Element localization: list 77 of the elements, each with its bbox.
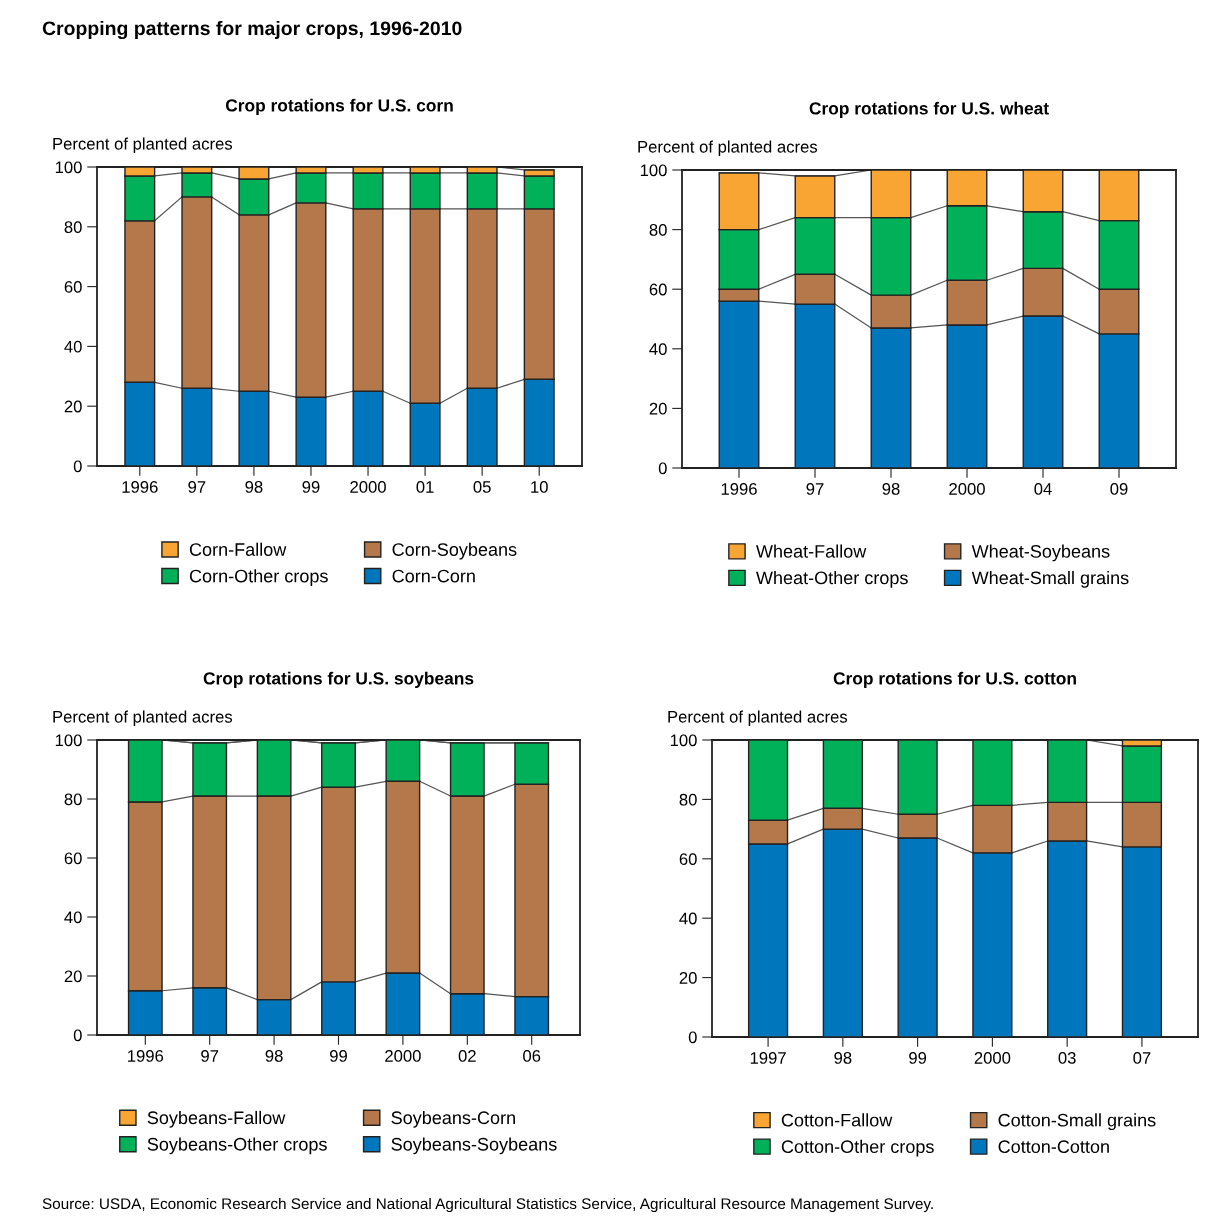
legend-label: Soybeans-Fallow [147,1110,286,1128]
y-tick-label: 40 [64,911,82,924]
y-tick-label: 60 [649,283,667,296]
y-tick-label: 60 [64,281,82,293]
x-tick-label: 06 [523,1050,541,1062]
y-tick-label: 40 [679,912,697,925]
y-tick-label: 0 [73,1029,82,1042]
y-tick-label: 20 [679,972,697,984]
x-tick-label: 97 [806,483,824,495]
x-tick-label: 2000 [350,481,386,493]
legend-label: Soybeans-Soybeans [391,1137,557,1155]
legend-label: Wheat-Soybeans [971,544,1110,562]
x-tick-label: 04 [1034,483,1052,495]
x-tick-label: 01 [416,481,434,493]
chart-title: Crop rotations for U.S. corn [225,98,453,115]
x-tick-label: 03 [1058,1052,1076,1064]
legend-label: Cotton-Fallow [781,1113,893,1127]
y-axis-title: Percent of planted acres [668,710,848,726]
y-tick-label: 40 [64,340,82,353]
chart-title: Crop rotations for U.S. cotton [833,671,1076,688]
y-tick-label: 40 [649,343,667,355]
x-tick-label: 98 [834,1052,852,1064]
text: Cropping patterns for major crops, 1996-2010 [42,20,462,40]
legend-label: Cotton-Small grains [998,1113,1156,1131]
y-tick-label: 0 [73,460,82,473]
x-tick-label: 1996 [122,481,158,493]
y-tick-label: 60 [64,852,82,865]
x-tick-label: 1997 [750,1052,786,1064]
y-tick-label: 0 [688,1031,697,1044]
y-axis-title: Percent of planted acres [53,710,233,726]
y-tick-label: 80 [64,221,82,233]
y-tick-label: 20 [64,970,82,983]
y-tick-label: 20 [64,400,82,413]
legend-label: Corn-Other crops [189,569,328,587]
y-tick-label: 80 [679,793,697,806]
x-tick-label: 99 [909,1052,927,1064]
chart-title: Crop rotations for U.S. wheat [809,101,1049,118]
legend-label: Corn-Corn [392,569,475,583]
y-tick-label: 100 [670,734,697,747]
x-tick-label: 98 [265,1050,283,1062]
y-tick-label: 60 [679,853,697,865]
x-tick-label: 98 [882,483,900,495]
x-tick-label: 07 [1133,1052,1151,1064]
x-tick-label: 05 [473,481,491,493]
x-tick-label: 1996 [128,1050,164,1062]
y-tick-label: 80 [649,224,667,236]
x-tick-label: 97 [188,481,206,493]
x-tick-label: 02 [458,1050,476,1062]
legend-label: Soybeans-Other crops [147,1137,327,1155]
source-note: Source: USDA, Economic Research Service and National Agricultural Statistics Service, Agricultural Resource Management Survey. [42,1197,933,1213]
legend-label: Wheat-Other crops [756,570,908,588]
y-tick-label: 80 [64,793,82,806]
x-tick-label: 1996 [721,483,757,495]
x-tick-label: 99 [302,481,320,493]
legend-label: Cotton-Cotton [998,1140,1109,1154]
chart-title: Crop rotations for U.S. soybeans [203,671,474,688]
x-tick-label: 2000 [949,483,985,495]
legend-label: Cotton-Other crops [781,1139,934,1157]
y-tick-label: 20 [649,402,667,415]
y-axis-title: Percent of planted acres [638,140,818,156]
y-tick-label: 100 [55,734,82,747]
legend-label: Corn-Fallow [189,542,287,556]
x-tick-label: 99 [330,1050,347,1062]
x-tick-label: 98 [245,481,263,493]
x-tick-label: 2000 [385,1050,421,1062]
legend-label: Corn-Soybeans [392,542,517,560]
legend-label: Soybeans-Corn [391,1110,515,1128]
y-tick-label: 100 [55,161,82,174]
y-tick-label: 0 [658,462,667,475]
legend-label: Wheat-Fallow [756,544,867,558]
x-tick-label: 09 [1110,483,1128,495]
legend-label: Wheat-Small grains [971,570,1129,588]
y-tick-label: 100 [640,164,667,177]
x-tick-label: 97 [201,1050,219,1062]
x-tick-label: 2000 [974,1052,1011,1064]
x-tick-label: 10 [531,481,548,493]
y-axis-title: Percent of planted acres [53,137,233,153]
